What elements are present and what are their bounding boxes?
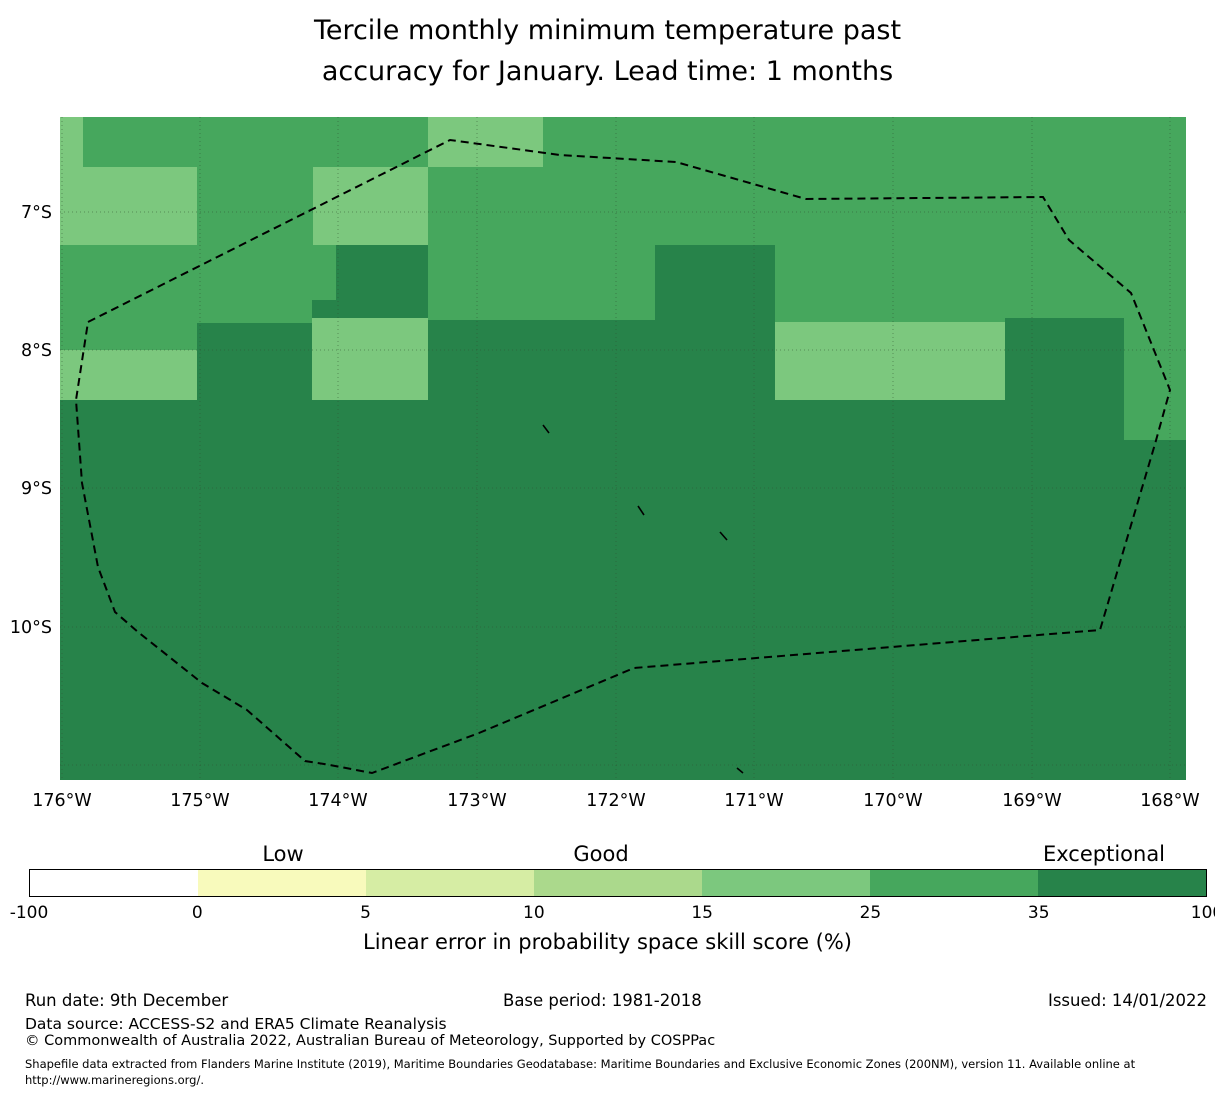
x-tick-label: 174°W <box>308 791 367 811</box>
colorbar-tick-label: 5 <box>360 903 371 923</box>
colorbar-tick-label: -100 <box>9 903 49 923</box>
island-mark <box>736 767 744 774</box>
y-tick-label: 8°S <box>21 341 52 361</box>
colorbar-segment <box>30 870 198 896</box>
heatmap-cell <box>313 167 428 245</box>
colorbar-tick-label: 10 <box>523 903 545 923</box>
heatmap-cell <box>312 300 336 320</box>
x-tick-label: 168°W <box>1140 791 1199 811</box>
chart-title: Tercile monthly minimum temperature past… <box>0 10 1215 92</box>
heatmap-cell <box>60 167 197 245</box>
x-tick-label: 175°W <box>170 791 229 811</box>
heatmap-cell <box>1124 400 1186 440</box>
island-mark <box>542 424 550 434</box>
colorbar-segment <box>198 870 366 896</box>
x-tick-label: 176°W <box>32 791 91 811</box>
colorbar-segment <box>534 870 702 896</box>
colorbar-segment <box>1038 870 1206 896</box>
island-mark <box>637 505 645 516</box>
colorbar-segment <box>366 870 534 896</box>
y-tick-label: 7°S <box>21 203 52 223</box>
y-tick-label: 9°S <box>21 479 52 499</box>
heatmap-cell <box>336 245 428 322</box>
chart-title-line1: Tercile monthly minimum temperature past <box>313 15 902 46</box>
colorbar <box>29 869 1207 897</box>
heatmap-cell <box>197 323 312 400</box>
colorbar-category-exceptional: Exceptional <box>1042 842 1166 866</box>
x-tick-label: 169°W <box>1002 791 1061 811</box>
heatmap-cell <box>60 117 83 167</box>
colorbar-tick-label: 35 <box>1027 903 1050 923</box>
eez-boundary-line <box>74 138 1172 775</box>
copyright-text: © Commonwealth of Australia 2022, Austra… <box>25 1033 716 1049</box>
x-tick-label: 171°W <box>724 791 783 811</box>
colorbar-segment <box>870 870 1038 896</box>
colorbar-axis-label: Linear error in probability space skill … <box>363 930 852 954</box>
x-tick-label: 170°W <box>863 791 922 811</box>
colorbar-tick-label: 0 <box>191 903 203 923</box>
data-source-text: Data source: ACCESS-S2 and ERA5 Climate … <box>25 1015 447 1033</box>
issued-text: Issued: 14/01/2022 <box>1047 991 1207 1010</box>
shapefile-note-line1: Shapefile data extracted from Flanders M… <box>25 1057 1136 1071</box>
base-period-text: Base period: 1981-2018 <box>503 991 702 1010</box>
colorbar-tick-label: 15 <box>691 903 713 923</box>
chart-title-line2: accuracy for January. Lead time: 1 month… <box>321 56 894 87</box>
heatmap-cell <box>60 350 197 400</box>
x-tick-label: 173°W <box>447 791 506 811</box>
heatmap-cell <box>428 320 775 400</box>
run-date-text: Run date: 9th December <box>25 991 229 1010</box>
colorbar-tick-label: 25 <box>859 903 882 923</box>
colorbar-segment <box>702 870 870 896</box>
colorbar-category-low: Low <box>262 842 304 866</box>
shapefile-note-line2: http://www.marineregions.org/. <box>25 1073 204 1087</box>
heatmap-cell <box>60 400 1186 780</box>
heatmap-cell <box>1005 318 1124 400</box>
colorbar-category-good: Good <box>573 842 629 866</box>
y-tick-label: 10°S <box>10 618 52 638</box>
colorbar-tick-label: 100 <box>1190 903 1215 923</box>
heatmap-cell <box>428 117 543 167</box>
heatmap-cell <box>775 322 1008 400</box>
map-canvas: 176°W 175°W 174°W 173°W 172°W 171°W 170°W 169°W… <box>10 117 1200 811</box>
x-tick-label: 172°W <box>586 791 645 811</box>
island-mark <box>719 531 728 541</box>
heatmap-cell <box>655 245 775 322</box>
heatmap-cell <box>312 318 428 400</box>
